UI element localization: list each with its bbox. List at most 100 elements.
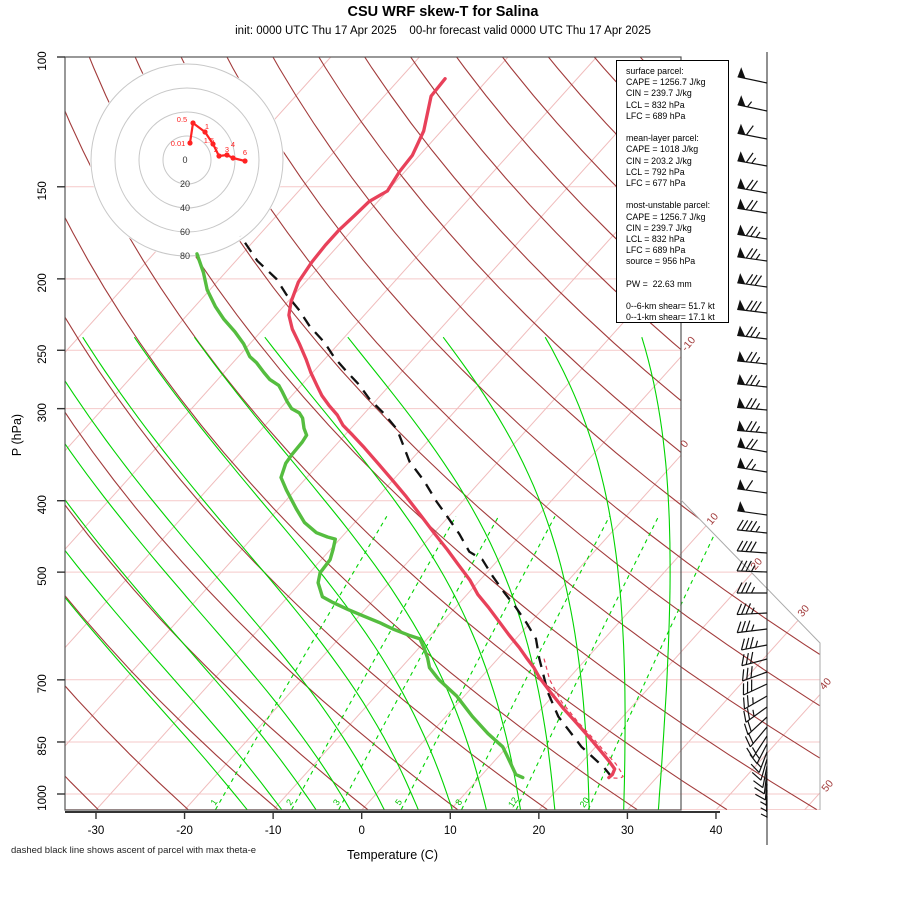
mixing-ratio-label: 3 xyxy=(331,797,342,807)
wind-barb-shaft xyxy=(762,765,768,788)
wind-barb-shaft xyxy=(737,550,768,554)
wind-barb-full xyxy=(750,521,758,532)
hodograph-height-label: 2 xyxy=(214,145,218,154)
wind-barb-half xyxy=(755,331,761,338)
wind-barb-full xyxy=(745,620,751,632)
wind-barb xyxy=(737,151,768,167)
y-axis-tick-label: 250 xyxy=(37,345,49,364)
hodograph-ring xyxy=(90,63,284,257)
wind-barb-half xyxy=(755,426,761,433)
wind-barb xyxy=(736,540,768,554)
wind-barb-full xyxy=(745,420,753,432)
parcel-info-line: CIN = 239.7 J/kg xyxy=(626,222,692,233)
hodograph-height-label: 4 xyxy=(231,140,235,149)
y-axis-tick-label: 300 xyxy=(37,403,49,422)
wind-barb xyxy=(737,178,768,194)
wind-barb xyxy=(737,67,768,84)
wind-barb-shaft xyxy=(737,334,768,340)
wind-barb-full xyxy=(745,438,754,449)
wind-barb-full xyxy=(746,695,749,707)
wind-barb xyxy=(741,651,768,667)
moist-adiabat-line xyxy=(133,336,453,810)
wind-barb-full xyxy=(749,636,754,649)
wind-barb-half xyxy=(751,747,757,754)
parcel-info-line: CIN = 239.7 J/kg xyxy=(626,88,692,99)
wind-barb-full xyxy=(754,301,762,312)
dry-adiabat-line xyxy=(65,57,279,810)
x-axis-title: Temperature (C) xyxy=(347,848,438,862)
wind-barb xyxy=(737,457,768,473)
isotherm-line xyxy=(804,57,820,810)
x-axis-tick-label: 0 xyxy=(358,825,364,837)
wind-barb xyxy=(737,247,768,262)
wind-barb-full xyxy=(744,736,751,748)
parcel-info-box: surface parcel: CAPE = 1256.7 J/kg CIN = 2… xyxy=(616,60,729,323)
wind-barb xyxy=(737,325,768,340)
wind-barb-full xyxy=(745,326,753,337)
wind-barb-shaft xyxy=(763,771,768,794)
isotherm-line xyxy=(65,57,420,810)
parcel-section-heading: mean-layer parcel: xyxy=(626,133,699,144)
wind-barb-shaft xyxy=(737,132,768,140)
wind-barb-full xyxy=(746,708,751,720)
wind-barb xyxy=(737,437,768,453)
wind-barb xyxy=(740,636,768,651)
wind-barb xyxy=(736,620,768,634)
moist-adiabat-line xyxy=(65,336,351,810)
wind-barb-shaft xyxy=(758,751,768,773)
wind-barb-shaft xyxy=(742,671,768,682)
wind-barb-full xyxy=(745,274,754,285)
wind-barb-flag xyxy=(737,178,746,190)
x-axis-tick-label: -20 xyxy=(176,825,193,837)
wind-barb-full xyxy=(749,651,754,664)
wind-barb-full xyxy=(745,541,753,552)
wind-barb-full xyxy=(750,352,758,363)
parcel-info-line: LCL = 832 hPa xyxy=(626,234,685,245)
parcel-section-heading: most-unstable parcel: xyxy=(626,200,711,211)
wind-barb-full xyxy=(745,480,754,491)
dry-adiabat-line xyxy=(217,57,820,810)
y-axis-tick-label: 1000 xyxy=(37,785,49,811)
x-axis-tick-label: 20 xyxy=(532,825,545,837)
wind-barb-full xyxy=(741,540,748,552)
dry-adiabat-line xyxy=(0,41,8,810)
hodograph-inset: 0 20 40 60 80 0.01 0.5 1 1.52 346 xyxy=(90,63,284,261)
mixing-ratio-label: 20 xyxy=(578,795,592,809)
wind-barb-full xyxy=(745,300,753,311)
isotherm-line xyxy=(715,57,820,810)
extension-border xyxy=(680,499,821,810)
wind-barb-full xyxy=(742,683,745,695)
hodograph-ring xyxy=(114,87,260,233)
wind-barb xyxy=(737,224,768,240)
mixing-ratio-line xyxy=(587,516,724,810)
wind-barb-flag xyxy=(737,501,746,512)
wind-barb-full xyxy=(736,519,744,531)
wind-barb-full xyxy=(750,666,753,678)
isotherm-line xyxy=(538,57,820,810)
isotherm-label: -10 xyxy=(679,334,698,353)
wind-barb xyxy=(737,123,768,140)
wind-barb-half xyxy=(751,624,755,632)
forecast-subtitle: init: 0000 UTC Thu 17 Apr 2025 00-hr for… xyxy=(235,25,651,37)
wind-barb-full xyxy=(750,421,757,432)
wind-barb-full xyxy=(741,669,745,681)
wind-barb-full xyxy=(750,300,758,312)
mixing-ratio-label: 5 xyxy=(393,797,404,807)
wind-barb-full xyxy=(743,710,747,723)
wind-barb xyxy=(737,351,768,365)
spacer-line xyxy=(626,189,728,200)
wind-barb xyxy=(737,374,768,388)
wind-barb-full xyxy=(747,732,754,744)
wind-barb-full xyxy=(751,771,762,781)
wind-barb-full xyxy=(745,603,752,615)
wind-barb xyxy=(743,716,768,736)
wind-barb-half xyxy=(760,813,768,818)
wind-barb xyxy=(750,751,768,773)
wind-barb-full xyxy=(741,520,749,531)
wind-barb-full xyxy=(745,248,754,259)
wind-barb-full xyxy=(745,397,753,409)
wind-barb-full xyxy=(736,603,743,615)
parcel-section-heading: surface parcel: xyxy=(626,66,684,76)
wind-barb-flag xyxy=(737,198,746,210)
wind-barb-full xyxy=(740,638,745,651)
